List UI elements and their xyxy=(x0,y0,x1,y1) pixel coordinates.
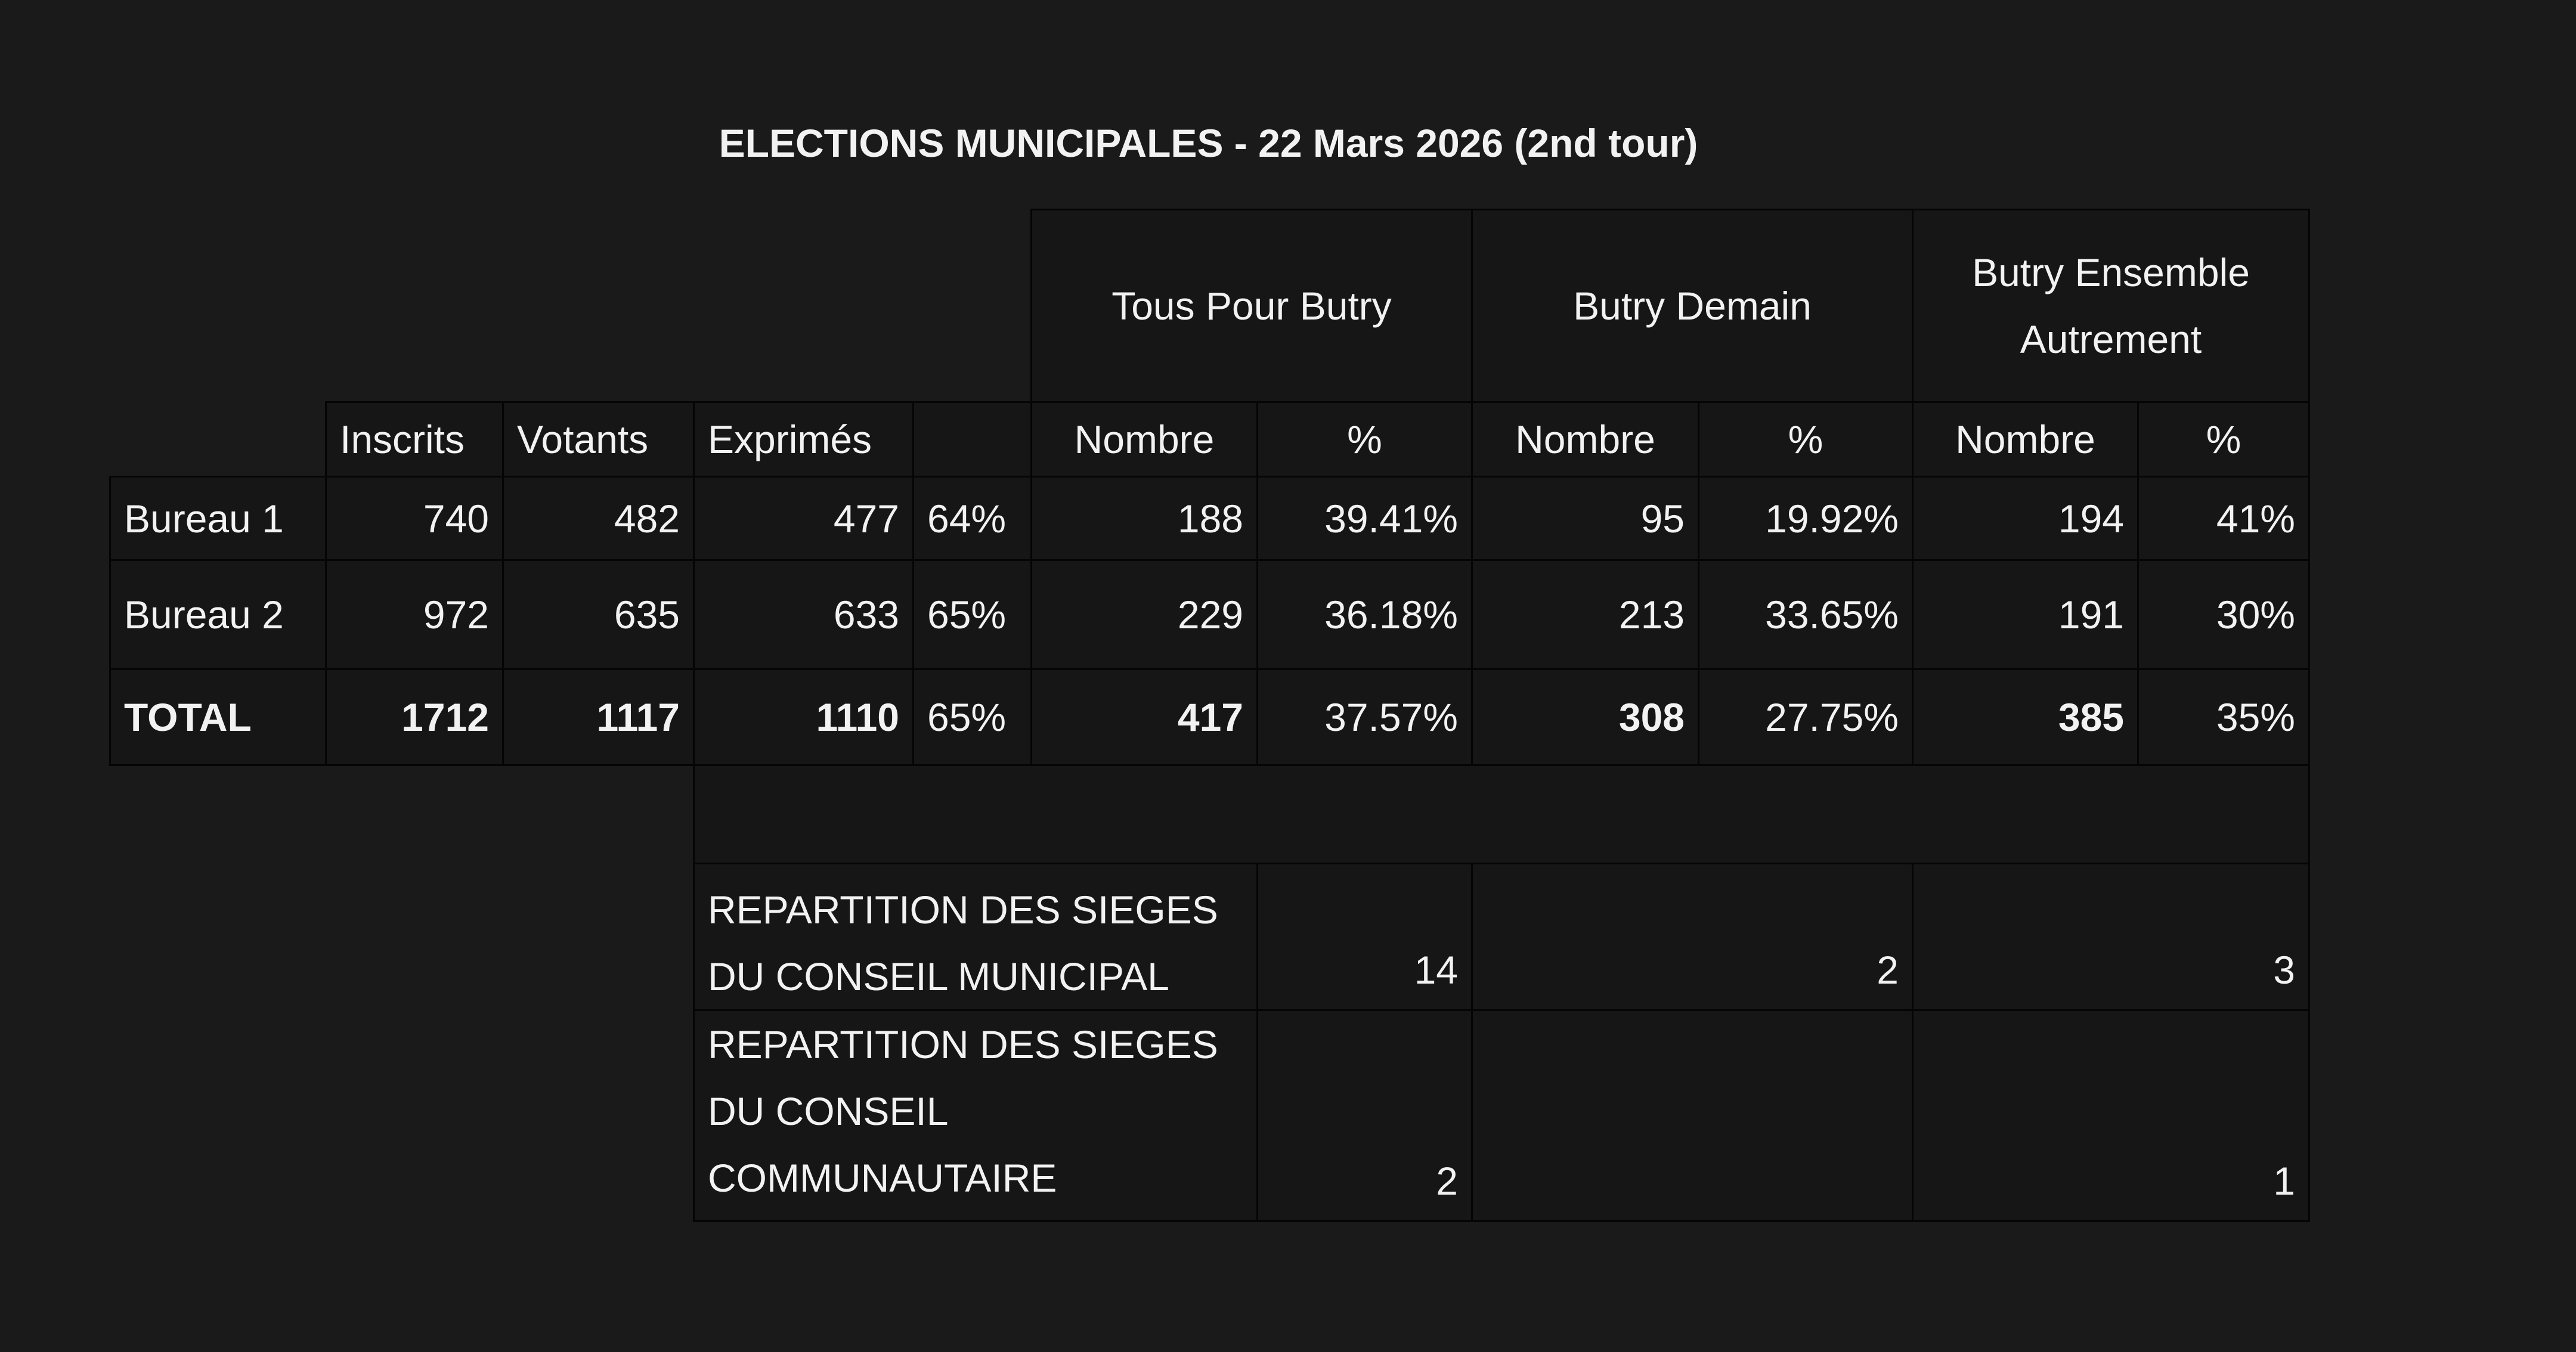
cell-nombre-2: 213 xyxy=(1471,559,1699,670)
cell-nombre-1: 188 xyxy=(1030,476,1258,561)
col-header-inscrits: Inscrits xyxy=(325,401,504,477)
cell-pct-1-total: 37.57% xyxy=(1256,668,1473,766)
cell-pct-2: 19.92% xyxy=(1698,476,1914,561)
cell-inscrits: 740 xyxy=(325,476,504,561)
cell-pct-1: 39.41% xyxy=(1256,476,1473,561)
seats-communautaire-label-line: COMMUNAUTAIRE xyxy=(708,1156,1057,1200)
cell-pct-1: 36.18% xyxy=(1256,559,1473,670)
cell-participation: 65% xyxy=(912,559,1032,670)
seats-communautaire-3: 1 xyxy=(1912,1009,2310,1222)
seats-municipal-label-line: REPARTITION DES SIEGES xyxy=(708,888,1218,932)
cell-pct-2-total: 27.75% xyxy=(1698,668,1914,766)
cell-exprimes: 477 xyxy=(693,476,914,561)
col-header-pct-3: % xyxy=(2137,401,2310,477)
col-header-votants: Votants xyxy=(502,401,695,477)
cell-exprimes: 633 xyxy=(693,559,914,670)
col-header-pct-2: % xyxy=(1698,401,1914,477)
cell-inscrits-total: 1712 xyxy=(325,668,504,766)
cell-nombre-1-total: 417 xyxy=(1030,668,1258,766)
col-header-exprimes: Exprimés xyxy=(693,401,914,477)
cell-nombre-2-total: 308 xyxy=(1471,668,1699,766)
cell-exprimes-total: 1110 xyxy=(693,668,914,766)
col-header-pct-1: % xyxy=(1256,401,1473,477)
row-label: Bureau 1 xyxy=(109,476,327,561)
cell-votants-total: 1117 xyxy=(502,668,695,766)
list-header-tous-pour-butry: Tous Pour Butry xyxy=(1030,209,1473,403)
cell-nombre-2: 95 xyxy=(1471,476,1699,561)
seats-municipal-label: REPARTITION DES SIEGES DU CONSEIL MUNICI… xyxy=(693,863,1258,1011)
cell-nombre-3: 191 xyxy=(1912,559,2139,670)
spacer-row xyxy=(693,764,2310,864)
seats-communautaire-2 xyxy=(1471,1009,1914,1222)
cell-pct-3: 30% xyxy=(2137,559,2310,670)
cell-pct-3: 41% xyxy=(2137,476,2310,561)
row-label-total: TOTAL xyxy=(109,668,327,766)
cell-pct-2: 33.65% xyxy=(1698,559,1914,670)
list-header-butry-ensemble-autrement: Butry Ensemble Autrement xyxy=(1912,209,2310,403)
seats-municipal-1: 14 xyxy=(1256,863,1473,1011)
seats-municipal-2: 2 xyxy=(1471,863,1914,1011)
cell-votants: 635 xyxy=(502,559,695,670)
seats-communautaire-1: 2 xyxy=(1256,1009,1473,1222)
seats-communautaire-label-line: REPARTITION DES SIEGES xyxy=(708,1022,1218,1066)
list-header-butry-demain: Butry Demain xyxy=(1471,209,1914,403)
seats-communautaire-label-line: DU CONSEIL xyxy=(708,1089,949,1133)
col-header-nombre-1: Nombre xyxy=(1030,401,1258,477)
col-header-nombre-3: Nombre xyxy=(1912,401,2139,477)
cell-participation-total: 65% xyxy=(912,668,1032,766)
cell-pct-3-total: 35% xyxy=(2137,668,2310,766)
cell-nombre-3: 194 xyxy=(1912,476,2139,561)
row-label: Bureau 2 xyxy=(109,559,327,670)
seats-municipal-label-line: DU CONSEIL MUNICIPAL xyxy=(708,954,1169,999)
cell-votants: 482 xyxy=(502,476,695,561)
cell-inscrits: 972 xyxy=(325,559,504,670)
col-header-nombre-2: Nombre xyxy=(1471,401,1699,477)
col-header-participation xyxy=(912,401,1032,477)
cell-nombre-3-total: 385 xyxy=(1912,668,2139,766)
cell-nombre-1: 229 xyxy=(1030,559,1258,670)
page-title: ELECTIONS MUNICIPALES - 22 Mars 2026 (2n… xyxy=(719,121,1698,165)
seats-communautaire-label: REPARTITION DES SIEGES DU CONSEIL COMMUN… xyxy=(693,1009,1258,1222)
seats-municipal-3: 3 xyxy=(1912,863,2310,1011)
cell-participation: 64% xyxy=(912,476,1032,561)
